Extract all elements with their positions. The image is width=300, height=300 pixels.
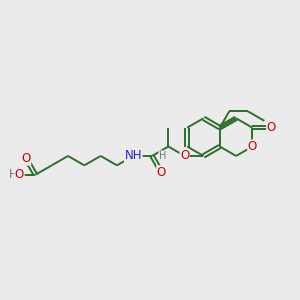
Text: O: O	[248, 140, 257, 153]
Text: H: H	[159, 151, 166, 161]
Text: O: O	[15, 168, 24, 181]
Text: O: O	[157, 166, 166, 179]
Text: O: O	[180, 149, 189, 162]
Text: O: O	[21, 152, 31, 165]
Text: O: O	[267, 121, 276, 134]
Text: H: H	[13, 170, 20, 180]
Text: NH: NH	[124, 149, 142, 162]
Text: H: H	[9, 168, 18, 181]
